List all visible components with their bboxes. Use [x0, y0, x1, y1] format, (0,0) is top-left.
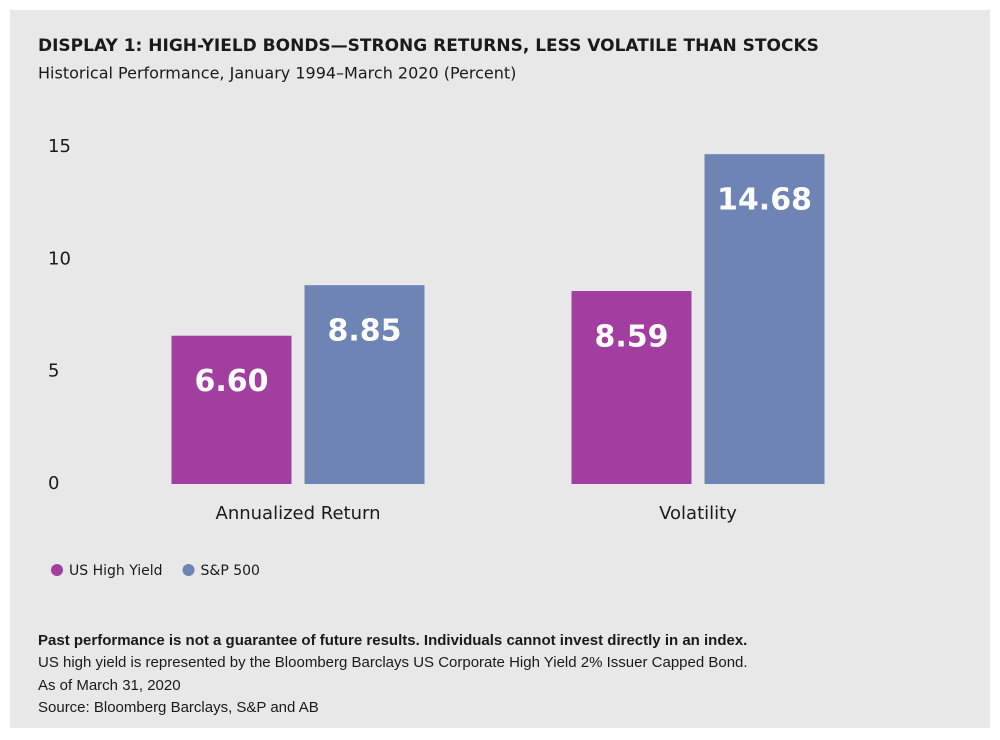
note: As of March 31, 2020 — [38, 677, 181, 694]
chart-title: DISPLAY 1: HIGH-YIELD BONDS—STRONG RETUR… — [38, 36, 819, 56]
legend-label: S&P 500 — [201, 563, 260, 579]
note: Source: Bloomberg Barclays, S&P and AB — [38, 699, 319, 716]
legend-label: US High Yield — [69, 563, 163, 579]
value-label: 6.60 — [194, 364, 268, 399]
y-tick-label: 5 — [48, 361, 59, 382]
chart-subtitle: Historical Performance, January 1994–Mar… — [38, 64, 516, 83]
bar — [304, 285, 425, 484]
bar — [171, 335, 292, 484]
y-tick-label: 15 — [48, 136, 71, 157]
y-tick-label: 0 — [48, 473, 59, 494]
bar — [571, 291, 692, 484]
y-tick-label: 10 — [48, 248, 71, 269]
x-tick-label: Annualized Return — [216, 503, 381, 524]
legend-swatch — [182, 564, 195, 576]
footnote: Past performance is not a guarantee of f… — [38, 632, 747, 649]
bar — [704, 154, 825, 484]
value-label: 14.68 — [717, 183, 812, 218]
x-tick-label: Volatility — [659, 503, 737, 524]
note: US high yield is represented by the Bloo… — [38, 654, 748, 671]
value-label: 8.59 — [594, 320, 668, 355]
legend-swatch — [51, 564, 63, 576]
panel — [10, 10, 990, 728]
value-label: 8.85 — [327, 314, 401, 349]
